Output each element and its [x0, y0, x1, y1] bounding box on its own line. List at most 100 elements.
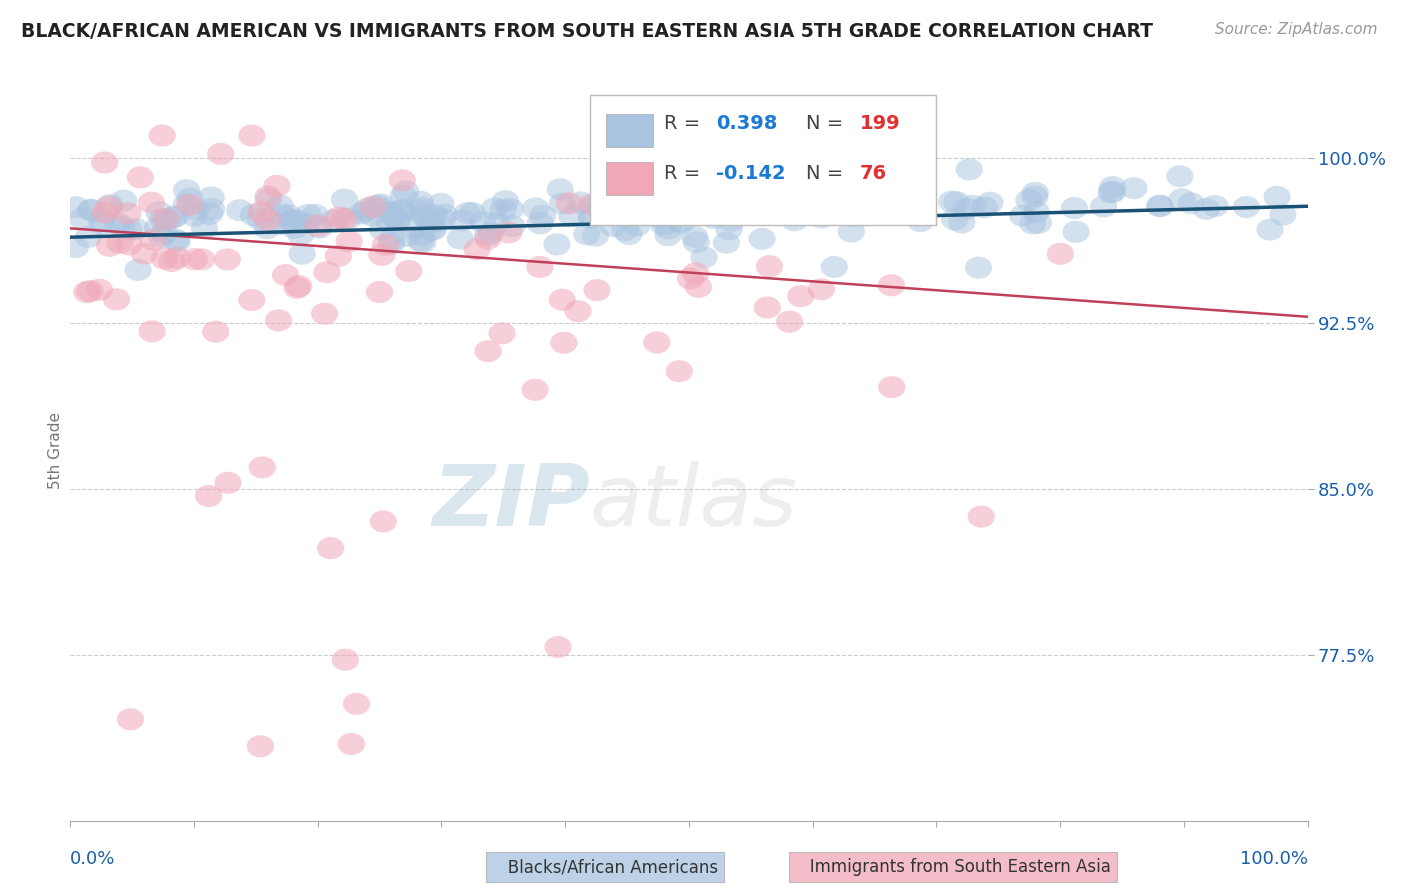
Ellipse shape — [274, 204, 302, 226]
Ellipse shape — [430, 203, 458, 226]
Ellipse shape — [943, 191, 970, 213]
Ellipse shape — [967, 506, 995, 528]
Ellipse shape — [859, 200, 886, 222]
Ellipse shape — [384, 208, 411, 230]
Ellipse shape — [1146, 195, 1174, 218]
Ellipse shape — [330, 188, 359, 211]
Ellipse shape — [246, 208, 274, 230]
Ellipse shape — [787, 285, 814, 307]
Ellipse shape — [1202, 195, 1229, 217]
Ellipse shape — [138, 192, 165, 214]
Ellipse shape — [271, 264, 299, 286]
Ellipse shape — [157, 250, 186, 272]
Ellipse shape — [359, 195, 387, 218]
Ellipse shape — [103, 288, 131, 310]
Ellipse shape — [375, 211, 404, 234]
Ellipse shape — [838, 220, 865, 243]
Text: N =: N = — [807, 113, 851, 133]
Ellipse shape — [125, 259, 152, 281]
Ellipse shape — [62, 196, 90, 219]
Ellipse shape — [316, 537, 344, 559]
Ellipse shape — [367, 197, 394, 219]
Ellipse shape — [278, 210, 305, 232]
Ellipse shape — [138, 320, 166, 343]
Ellipse shape — [226, 199, 253, 221]
Ellipse shape — [498, 215, 526, 237]
Ellipse shape — [247, 735, 274, 757]
Ellipse shape — [1060, 197, 1088, 219]
Ellipse shape — [89, 208, 115, 230]
Ellipse shape — [887, 202, 915, 224]
Ellipse shape — [956, 159, 983, 180]
Text: Source: ZipAtlas.com: Source: ZipAtlas.com — [1215, 22, 1378, 37]
Ellipse shape — [267, 194, 294, 217]
Ellipse shape — [238, 125, 266, 146]
Ellipse shape — [598, 202, 624, 224]
Ellipse shape — [332, 648, 359, 671]
Ellipse shape — [195, 485, 222, 507]
Ellipse shape — [359, 204, 387, 227]
Ellipse shape — [544, 636, 572, 658]
Ellipse shape — [336, 230, 363, 252]
Ellipse shape — [773, 177, 800, 199]
Ellipse shape — [420, 218, 447, 240]
Ellipse shape — [352, 200, 380, 222]
Ellipse shape — [713, 232, 740, 254]
Ellipse shape — [1168, 188, 1195, 211]
Ellipse shape — [149, 125, 176, 146]
Ellipse shape — [110, 190, 138, 211]
Ellipse shape — [700, 207, 727, 229]
Ellipse shape — [808, 278, 835, 301]
Ellipse shape — [409, 204, 437, 227]
Ellipse shape — [207, 143, 235, 165]
Ellipse shape — [283, 209, 309, 231]
Ellipse shape — [685, 194, 713, 217]
Ellipse shape — [285, 275, 312, 297]
Ellipse shape — [623, 214, 651, 236]
Text: ZIP: ZIP — [432, 461, 591, 544]
Ellipse shape — [378, 233, 405, 255]
Ellipse shape — [831, 198, 858, 220]
Ellipse shape — [624, 191, 651, 213]
Ellipse shape — [1257, 219, 1284, 241]
Ellipse shape — [371, 234, 399, 256]
Ellipse shape — [325, 245, 352, 267]
Ellipse shape — [558, 205, 586, 227]
Ellipse shape — [198, 198, 225, 220]
Ellipse shape — [474, 340, 502, 362]
Ellipse shape — [115, 219, 142, 241]
Ellipse shape — [716, 219, 742, 240]
Ellipse shape — [564, 300, 592, 322]
Ellipse shape — [91, 202, 118, 224]
Ellipse shape — [477, 221, 505, 244]
Ellipse shape — [941, 209, 969, 230]
Ellipse shape — [330, 208, 357, 230]
Ellipse shape — [429, 208, 456, 230]
Ellipse shape — [890, 203, 917, 225]
Ellipse shape — [311, 302, 339, 325]
Ellipse shape — [1025, 211, 1052, 234]
Ellipse shape — [756, 255, 783, 277]
Ellipse shape — [148, 226, 174, 248]
Ellipse shape — [830, 194, 856, 217]
Ellipse shape — [76, 280, 104, 302]
Y-axis label: 5th Grade: 5th Grade — [48, 412, 63, 489]
Ellipse shape — [384, 210, 411, 231]
Ellipse shape — [163, 230, 191, 252]
Ellipse shape — [394, 225, 420, 247]
Ellipse shape — [188, 248, 215, 270]
Ellipse shape — [970, 196, 998, 219]
Ellipse shape — [869, 197, 897, 219]
Ellipse shape — [567, 192, 595, 213]
Ellipse shape — [115, 234, 142, 255]
Ellipse shape — [1063, 221, 1090, 243]
Ellipse shape — [321, 209, 347, 231]
Ellipse shape — [191, 217, 218, 239]
Ellipse shape — [574, 223, 600, 245]
Ellipse shape — [127, 166, 153, 188]
Ellipse shape — [337, 733, 366, 755]
Ellipse shape — [326, 206, 353, 228]
Ellipse shape — [679, 202, 706, 225]
Ellipse shape — [294, 203, 322, 226]
Ellipse shape — [582, 225, 609, 247]
